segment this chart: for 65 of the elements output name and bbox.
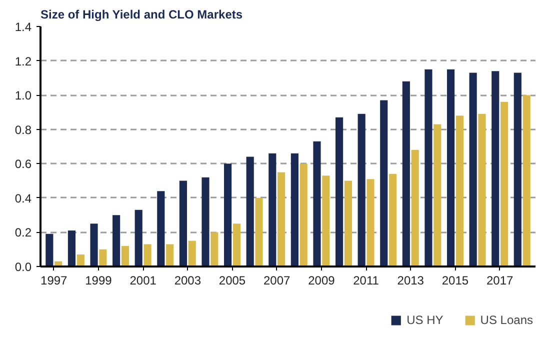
y-tick-label: 0.2 [14,226,32,240]
bar [210,232,218,266]
y-tick-label: 0.6 [14,157,32,172]
y-tick-label: 1.2 [14,54,32,68]
y-tick-label: 1.4 [14,20,32,34]
bar [99,249,107,266]
x-tick-label: 2015 [442,274,469,288]
bar [179,180,187,266]
x-tick-label: 2003 [174,274,202,288]
bar [157,191,165,266]
bar [112,215,120,266]
bar [224,164,232,266]
bar [358,114,366,266]
y-tick-label: 0.0 [14,260,32,274]
bar [246,156,254,266]
bar [202,177,210,266]
bar [268,153,276,266]
bar [68,230,76,266]
x-tick-label: 2013 [397,274,424,288]
chart-title: Size of High Yield and CLO Markets [40,8,243,22]
bar [188,240,196,266]
bar [402,81,410,266]
bar [456,116,464,266]
legend-label: US HY [406,312,444,326]
bar [278,172,286,266]
bar [335,117,344,266]
bar [522,95,530,266]
bar [300,164,308,266]
bar [46,234,54,266]
bar [76,254,84,266]
bar [232,224,241,266]
bar [500,102,508,266]
bar [446,69,455,266]
bar [121,246,130,266]
x-tick-label: 2017 [486,274,514,288]
bar [514,72,522,266]
x-tick-label: 2007 [264,274,291,288]
bar [389,174,397,266]
bar [90,224,98,266]
x-tick-label: 2011 [353,274,380,288]
x-tick-label: 2001 [130,274,157,288]
legend-label: US Loans [480,312,533,326]
bar [492,71,500,266]
bar [366,179,374,266]
bar [424,69,432,266]
x-tick-label: 1997 [40,274,68,288]
bar [344,180,352,266]
bar [255,198,263,266]
bar [469,72,477,266]
x-tick-label: 2009 [308,274,336,288]
bar [434,124,442,266]
bar [134,210,142,266]
x-tick-label: 1999 [85,274,112,288]
bar [144,244,152,266]
x-tick-label: 2005 [218,274,246,288]
y-tick-label: 0.4 [14,191,32,206]
y-tick-label: 0.8 [14,122,32,137]
bar [411,150,419,266]
y-tick-label: 1.0 [14,88,32,103]
bar [380,100,388,266]
bar [166,244,174,266]
bar [478,114,486,266]
bar [313,141,321,266]
bar [322,176,330,266]
bar [290,153,298,266]
